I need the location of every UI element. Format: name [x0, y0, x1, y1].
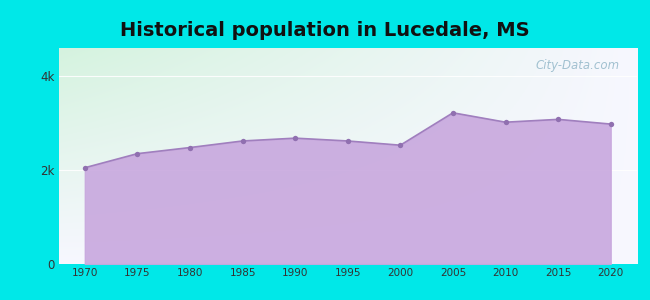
Point: [185, 145, 195, 150]
Point: [448, 110, 458, 115]
Text: City-Data.com: City-Data.com: [536, 59, 619, 72]
Point: [500, 120, 511, 124]
Point: [343, 139, 353, 143]
Point: [606, 122, 616, 127]
Point: [395, 143, 406, 148]
Point: [79, 165, 90, 170]
Point: [237, 139, 248, 143]
Point: [132, 151, 142, 156]
Point: [553, 117, 564, 122]
Point: [290, 136, 300, 141]
Text: Historical population in Lucedale, MS: Historical population in Lucedale, MS: [120, 21, 530, 40]
